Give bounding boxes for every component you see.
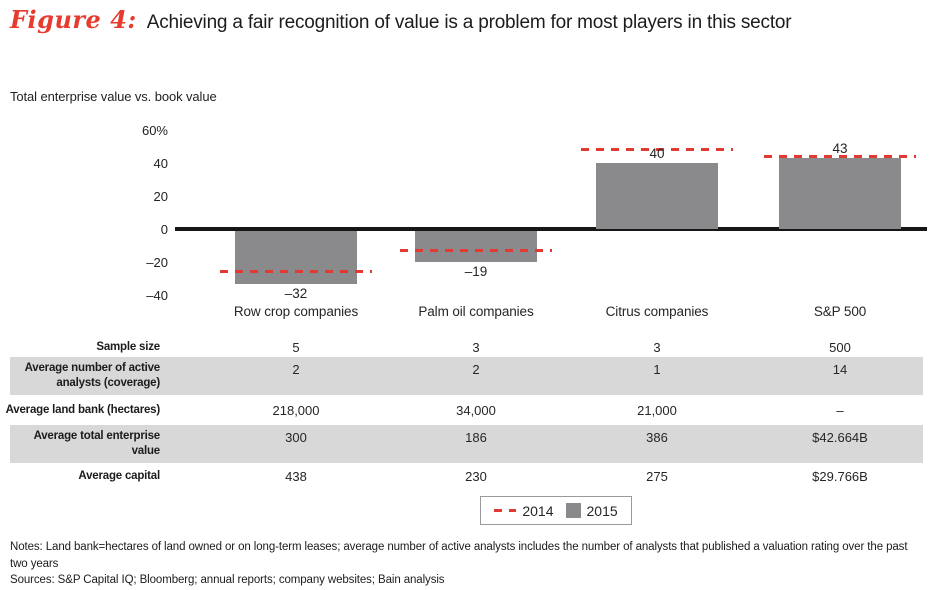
table-row: Average capital 438 230 275 $29.766B — [10, 463, 923, 489]
table-cell-value: 1 — [653, 362, 661, 377]
table-row: Average number of active analysts (covera… — [10, 357, 923, 395]
table-cell-value: 21,000 — [637, 402, 677, 418]
table-cell-value: $42.664B — [812, 430, 868, 445]
chart-axis-title: Total enterprise value vs. book value — [10, 89, 217, 104]
figure-title: Figure 4: Achieving a fair recognition o… — [10, 5, 792, 34]
table-cell-value: 500 — [829, 339, 851, 355]
dashed-line-2014 — [400, 248, 552, 252]
table-row-header: Average number of active analysts (covera… — [24, 362, 161, 389]
table-row-header: Sample size — [96, 340, 160, 353]
y-axis-tick-label: –40 — [146, 287, 168, 303]
table-cell-value: 230 — [465, 468, 487, 484]
table-cell-value: 386 — [646, 430, 668, 445]
bar-value-label: 40 — [649, 146, 665, 161]
y-axis-tick-label: 60% — [141, 122, 168, 138]
bar-value-label: –19 — [464, 264, 488, 280]
table-row: Average land bank (hectares) 218,000 34,00… — [6, 395, 923, 425]
table-cell-value: 3 — [653, 339, 661, 355]
table-cell-value: – — [836, 402, 844, 418]
category-label: Row crop companies — [233, 304, 359, 319]
figure-number-label: Figure 4: — [10, 5, 137, 34]
bar-value-label: 43 — [832, 141, 848, 157]
table-cell-value: 275 — [646, 468, 668, 484]
bar-chart: 60% 40 20 0 –20 –40 –32 Row crop companies –19 Pa… — [141, 122, 927, 319]
chart-legend: 2014 2015 — [480, 496, 632, 525]
table-cell-value: 300 — [285, 430, 307, 445]
table-row-header: Average total enterprise value — [33, 430, 161, 457]
dashed-line-2014 — [764, 154, 916, 158]
category-label: S&P 500 — [813, 304, 867, 319]
bar-2015 — [779, 158, 901, 229]
table-cell-value: 186 — [465, 430, 487, 445]
legend-item-2015: 2015 — [565, 502, 618, 519]
table-row: Average total enterprise value 300 186 386 $4… — [10, 425, 923, 463]
bar-swatch-icon — [565, 503, 581, 518]
y-axis-tick-label: 40 — [153, 155, 168, 171]
table-row: Sample size 5 3 3 500 — [10, 337, 923, 357]
table-cell-value: 218,000 — [272, 402, 320, 418]
dashed-line-2014 — [581, 148, 733, 152]
bar-2015 — [415, 231, 537, 263]
legend-item-2014: 2014 — [494, 502, 554, 519]
table-row-header: Average land bank (hectares) — [5, 403, 161, 416]
table-cell-value: 2 — [472, 362, 480, 377]
table-cell-value: $29.766B — [812, 468, 868, 484]
legend-label-2014: 2014 — [522, 502, 554, 519]
table-row-header: Average capital — [78, 469, 160, 482]
dashed-line-swatch-icon — [494, 509, 517, 512]
table-cell-value: 14 — [832, 362, 848, 377]
y-axis-tick-label: –20 — [146, 254, 168, 270]
bar-2015 — [596, 163, 718, 229]
bar-value-label: –32 — [284, 285, 308, 301]
legend-label-2015: 2015 — [586, 502, 618, 519]
x-axis-zero-line — [175, 227, 927, 231]
dashed-line-2014 — [220, 270, 372, 274]
figure-title-text: Achieving a fair recognition of value is… — [146, 12, 792, 33]
bar-2015 — [235, 231, 357, 284]
table-cell-value: 3 — [472, 339, 480, 355]
sources-text: Sources: S&P Capital IQ; Bloomberg; annu… — [10, 574, 445, 586]
table-cell-value: 5 — [292, 339, 300, 355]
notes-text: Notes: Land bank=hectares of land owned … — [10, 541, 908, 570]
category-label: Palm oil companies — [418, 304, 534, 319]
y-axis-tick-label: 20 — [153, 188, 168, 204]
table-cell-value: 34,000 — [456, 402, 496, 418]
category-label: Citrus companies — [605, 304, 709, 319]
table-cell-value: 2 — [292, 362, 300, 377]
y-axis-tick-label: 0 — [160, 221, 168, 237]
table-cell-value: 438 — [285, 468, 307, 484]
footnotes: Notes: Land bank=hectares of land owned … — [10, 539, 912, 589]
